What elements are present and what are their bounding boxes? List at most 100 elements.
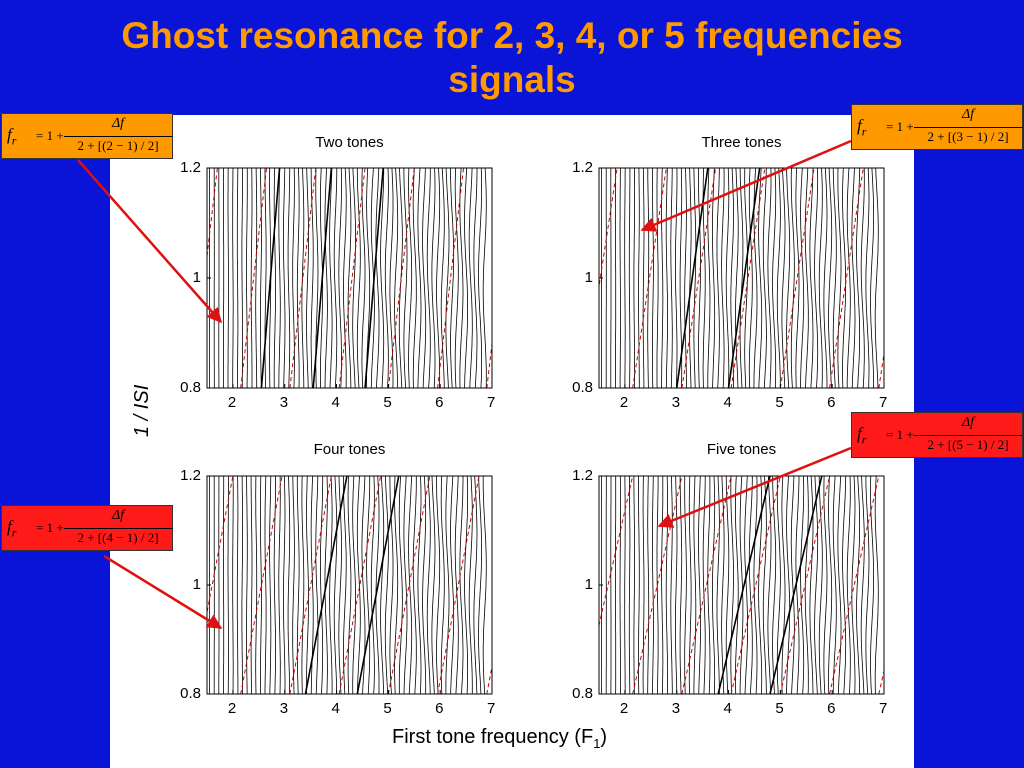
trace-line xyxy=(398,476,403,694)
ghost-resonance-line xyxy=(207,168,218,261)
resonance-line xyxy=(717,476,771,694)
x-tick-label: 7 xyxy=(879,394,888,411)
formula-lhs: fr xyxy=(857,116,867,139)
trace-line xyxy=(278,476,281,694)
trace-line xyxy=(384,476,389,694)
trace-line xyxy=(366,168,371,388)
x-tick-label: 2 xyxy=(619,394,629,411)
y-tick-label: 0.8 xyxy=(180,685,201,702)
trace-line xyxy=(809,168,814,388)
trace-line xyxy=(269,476,272,694)
trace-line xyxy=(828,476,833,694)
trace-line xyxy=(786,476,791,694)
trace-line xyxy=(417,476,422,694)
trace-line xyxy=(721,476,725,694)
formula-denominator: 2 + [(2 − 1) / 2] xyxy=(77,138,159,153)
trace-line xyxy=(459,168,464,388)
trace-line xyxy=(638,168,640,388)
trace-line xyxy=(394,476,399,694)
trace-line xyxy=(287,168,291,388)
ghost-resonance-line xyxy=(387,476,431,694)
trace-line xyxy=(347,476,352,694)
trace-line xyxy=(744,476,748,694)
trace-line xyxy=(408,168,413,388)
formula-fraction-bar xyxy=(64,528,172,529)
trace-line xyxy=(260,168,262,388)
trace-line xyxy=(679,476,683,694)
trace-line xyxy=(748,476,753,694)
trace-line xyxy=(347,168,352,388)
trace-line xyxy=(306,476,309,694)
trace-line xyxy=(693,168,697,388)
x-tick-label: 5 xyxy=(383,700,392,717)
trace-line xyxy=(790,476,795,694)
formula-lhs: fr xyxy=(857,424,867,447)
ghost-resonance-line xyxy=(207,476,234,615)
trace-line xyxy=(870,476,874,694)
trace-line xyxy=(454,168,459,388)
x-tick-label: 3 xyxy=(671,700,681,717)
trace-line xyxy=(795,168,800,388)
formula-equals: = 1 + xyxy=(36,128,64,143)
trace-line xyxy=(762,168,767,388)
trace-line xyxy=(814,168,819,388)
trace-line xyxy=(870,168,874,388)
formula-fraction-bar xyxy=(914,127,1022,128)
trace-line xyxy=(633,168,635,388)
trace-line xyxy=(283,168,286,388)
x-axis-label: First tone frequency (F1) xyxy=(392,726,607,751)
trace-line xyxy=(255,476,258,694)
trace-line xyxy=(329,168,333,388)
x-tick-label: 7 xyxy=(487,394,496,411)
trace-line xyxy=(338,168,342,388)
trace-line xyxy=(324,476,328,694)
trace-line xyxy=(814,476,819,694)
formula-denominator: 2 + [(4 − 1) / 2] xyxy=(77,530,159,545)
trace-line xyxy=(306,168,309,388)
trace-line xyxy=(804,476,809,694)
formula-lhs: fr xyxy=(7,517,17,540)
trace-line xyxy=(874,476,879,694)
trace-line xyxy=(837,476,842,694)
trace-line xyxy=(273,168,277,388)
trace-line xyxy=(846,168,851,388)
formula-denominator: 2 + [(3 − 1) / 2] xyxy=(927,129,1009,144)
trace-line xyxy=(851,476,856,694)
callout-arrow-two-tones xyxy=(77,159,222,324)
trace-line xyxy=(287,476,291,694)
trace-line xyxy=(380,476,385,694)
y-tick-label: 1.2 xyxy=(572,159,593,176)
trace-line xyxy=(408,476,413,694)
x-tick-label: 6 xyxy=(827,394,836,411)
trace-line xyxy=(688,168,692,388)
x-tick-label: 2 xyxy=(227,700,237,717)
trace-line xyxy=(633,476,635,694)
trace-line xyxy=(684,168,687,388)
trace-line xyxy=(739,168,744,388)
trace-line xyxy=(772,476,777,694)
trace-line xyxy=(842,476,847,694)
x-tick-label: 7 xyxy=(879,700,888,717)
trace-line xyxy=(333,168,338,388)
trace-line xyxy=(232,168,234,388)
ghost-resonance-line xyxy=(437,168,464,388)
trace-line xyxy=(394,168,399,388)
ghost-resonance-line xyxy=(681,476,732,694)
trace-line xyxy=(301,476,305,694)
trace-line xyxy=(856,476,860,694)
callout-arrow-five-tones xyxy=(657,446,852,528)
trace-line xyxy=(250,476,253,694)
trace-line xyxy=(473,476,478,694)
trace-line xyxy=(698,476,701,694)
trace-line xyxy=(250,168,253,388)
trace-line xyxy=(670,168,673,388)
ghost-resonance-line xyxy=(730,168,766,388)
trace-line xyxy=(426,476,431,694)
trace-line xyxy=(744,168,748,388)
ghost-resonance-line xyxy=(730,476,781,694)
y-tick-label: 1.2 xyxy=(180,159,201,176)
callout-arrow-three-tones xyxy=(640,139,852,232)
trace-line xyxy=(712,168,716,388)
trace-line xyxy=(781,476,786,694)
